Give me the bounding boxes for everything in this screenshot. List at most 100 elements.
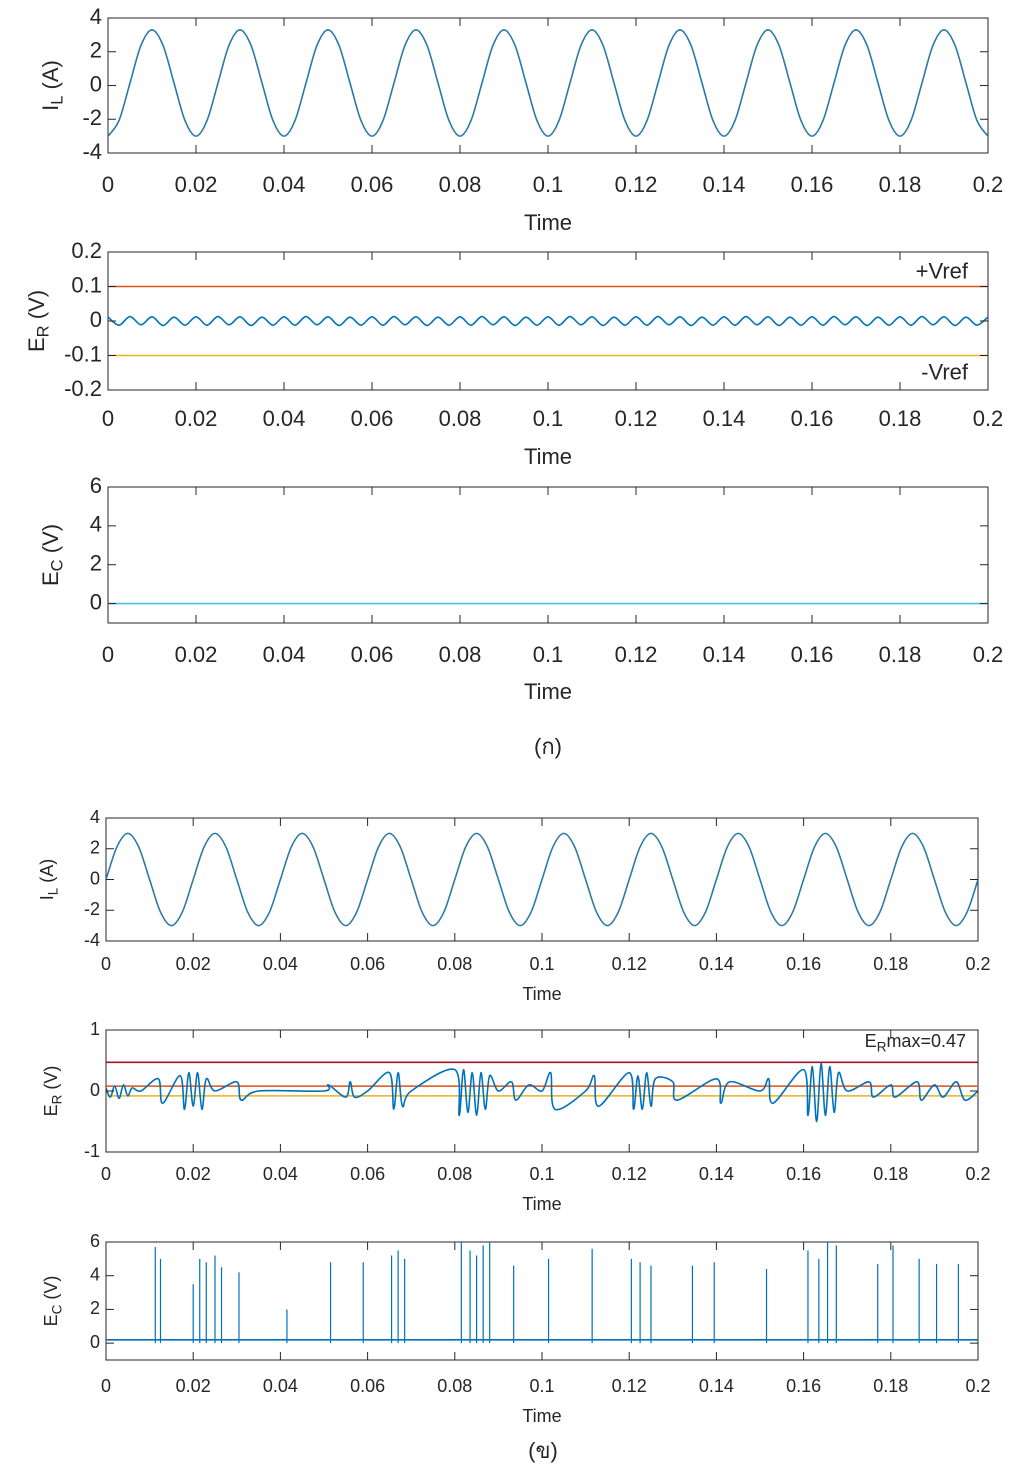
x-tick-label: 0.14 <box>699 1376 734 1396</box>
x-tick-label: 0.04 <box>263 642 306 667</box>
y-axis-label: IL (A) <box>37 859 60 901</box>
series-group <box>106 1242 978 1344</box>
x-tick-label: 0.1 <box>533 172 564 197</box>
x-tick-label: 0.16 <box>791 642 834 667</box>
plot-area <box>107 486 989 624</box>
x-tick-label: 0 <box>101 1376 111 1396</box>
y-axis-label: IL (A) <box>38 60 67 111</box>
x-tick-label: 0.18 <box>879 642 922 667</box>
signal-line <box>106 832 978 927</box>
x-tick-label: 0.12 <box>612 954 647 974</box>
x-tick-label: 0.02 <box>175 642 218 667</box>
x-axis-label: Time <box>522 984 561 1004</box>
y-tick-label: -2 <box>84 899 100 919</box>
x-tick-label: 0 <box>102 642 114 667</box>
y-tick-label: 0.1 <box>71 272 102 297</box>
annotation-part: R <box>877 1039 887 1054</box>
y-tick-label: -4 <box>84 930 100 950</box>
x-tick-label: 0.04 <box>263 954 298 974</box>
y-tick-label: 6 <box>90 1231 100 1251</box>
x-tick-label: 0.02 <box>175 172 218 197</box>
x-tick-label: 0.12 <box>615 406 658 431</box>
x-tick-label: 0.08 <box>437 1164 472 1184</box>
y-tick-label: 4 <box>90 1264 100 1284</box>
x-tick-label: 0.02 <box>176 1164 211 1184</box>
y-axis-label-part: E <box>38 571 63 586</box>
y-tick-label: 4 <box>90 807 100 827</box>
x-tick-label: 0 <box>101 1164 111 1184</box>
y-tick-label: 4 <box>90 4 102 29</box>
x-tick-label: 0.04 <box>263 1164 298 1184</box>
x-tick-label: 0.2 <box>965 1376 990 1396</box>
x-tick-label: 0.1 <box>529 954 554 974</box>
y-tick-label: 6 <box>90 473 102 498</box>
x-tick-label: 0.12 <box>615 172 658 197</box>
x-tick-label: 0.02 <box>176 1376 211 1396</box>
y-axis-label-part: R <box>49 1094 64 1104</box>
x-tick-label: 0.08 <box>437 1376 472 1396</box>
y-axis-label: ER (V) <box>41 1066 64 1117</box>
x-tick-label: 0.08 <box>439 642 482 667</box>
x-tick-label: 0.12 <box>612 1376 647 1396</box>
y-tick-label: 0 <box>90 868 100 888</box>
y-axis-label: EC (V) <box>41 1276 64 1327</box>
x-tick-label: 0.04 <box>263 1376 298 1396</box>
y-tick-label: 2 <box>90 38 102 63</box>
x-tick-label: 0.06 <box>350 1164 385 1184</box>
annotation-part: max=0.47 <box>886 1031 966 1051</box>
x-tick-label: 0.2 <box>965 954 990 974</box>
series-group <box>108 285 988 357</box>
series-group <box>108 29 988 137</box>
x-tick-label: 0.16 <box>786 954 821 974</box>
x-tick-label: 0.2 <box>973 172 1004 197</box>
x-tick-label: 0.02 <box>176 954 211 974</box>
series-group <box>106 1061 978 1123</box>
x-tick-label: 0.14 <box>699 954 734 974</box>
y-axis-label-part: R <box>35 325 53 337</box>
y-axis-label-part: L <box>45 887 60 895</box>
x-tick-label: 0.12 <box>612 1164 647 1184</box>
y-axis-label-part: E <box>24 337 49 352</box>
reference-label: +Vref <box>916 258 969 283</box>
plot-area <box>107 17 989 154</box>
x-tick-label: 0.14 <box>703 406 746 431</box>
y-axis-label-part: (A) <box>37 859 57 888</box>
y-axis-label-part: I <box>38 105 63 111</box>
chart: 0 0.02 0.04 0.06 0.08 0.1 0.12 0.14 0.16 0.18 0.2 -… <box>37 807 991 1004</box>
y-tick-label: 0 <box>90 589 102 614</box>
x-tick-label: 0.16 <box>791 172 834 197</box>
y-tick-label: 0 <box>90 307 102 332</box>
x-tick-label: 0.1 <box>533 406 564 431</box>
x-tick-label: 0.08 <box>437 954 472 974</box>
y-axis-label-part: (V) <box>24 290 49 325</box>
x-tick-label: 0.14 <box>703 642 746 667</box>
y-axis-label-part: (A) <box>38 60 63 95</box>
y-tick-label: 2 <box>90 551 102 576</box>
y-axis-label: ER (V) <box>24 290 53 352</box>
y-tick-label: -0.2 <box>64 376 102 401</box>
y-tick-label: 0 <box>90 1332 100 1352</box>
y-axis-label-part: (V) <box>41 1066 61 1095</box>
x-tick-label: 0.2 <box>973 642 1004 667</box>
chart: 0 0.02 0.04 0.06 0.08 0.1 0.12 0.14 0.16 0.18 0.2 -… <box>38 4 1003 235</box>
x-tick-label: 0.2 <box>973 406 1004 431</box>
signal-line <box>108 29 988 137</box>
chart: 0 0.02 0.04 0.06 0.08 0.1 0.12 0.14 0.16 0.18 0.2 -… <box>41 1019 991 1214</box>
x-tick-label: 0.04 <box>263 406 306 431</box>
x-tick-label: 0.12 <box>615 642 658 667</box>
y-axis-label-part: I <box>37 895 57 900</box>
plot-area <box>107 251 989 391</box>
x-tick-label: 0.08 <box>439 406 482 431</box>
x-axis-label: Time <box>524 210 572 235</box>
x-tick-label: 0.06 <box>350 954 385 974</box>
x-tick-label: 0.16 <box>791 406 834 431</box>
y-axis-label-part: C <box>49 1304 64 1314</box>
x-tick-label: 0.06 <box>351 642 394 667</box>
y-axis-label-part: E <box>41 1314 61 1326</box>
y-tick-label: -1 <box>84 1141 100 1161</box>
annotation: ERmax=0.47 <box>865 1031 966 1054</box>
reference-label: -Vref <box>921 359 969 384</box>
series-group <box>106 832 978 927</box>
y-axis-label-part: (V) <box>38 524 63 559</box>
x-tick-label: 0.06 <box>351 172 394 197</box>
